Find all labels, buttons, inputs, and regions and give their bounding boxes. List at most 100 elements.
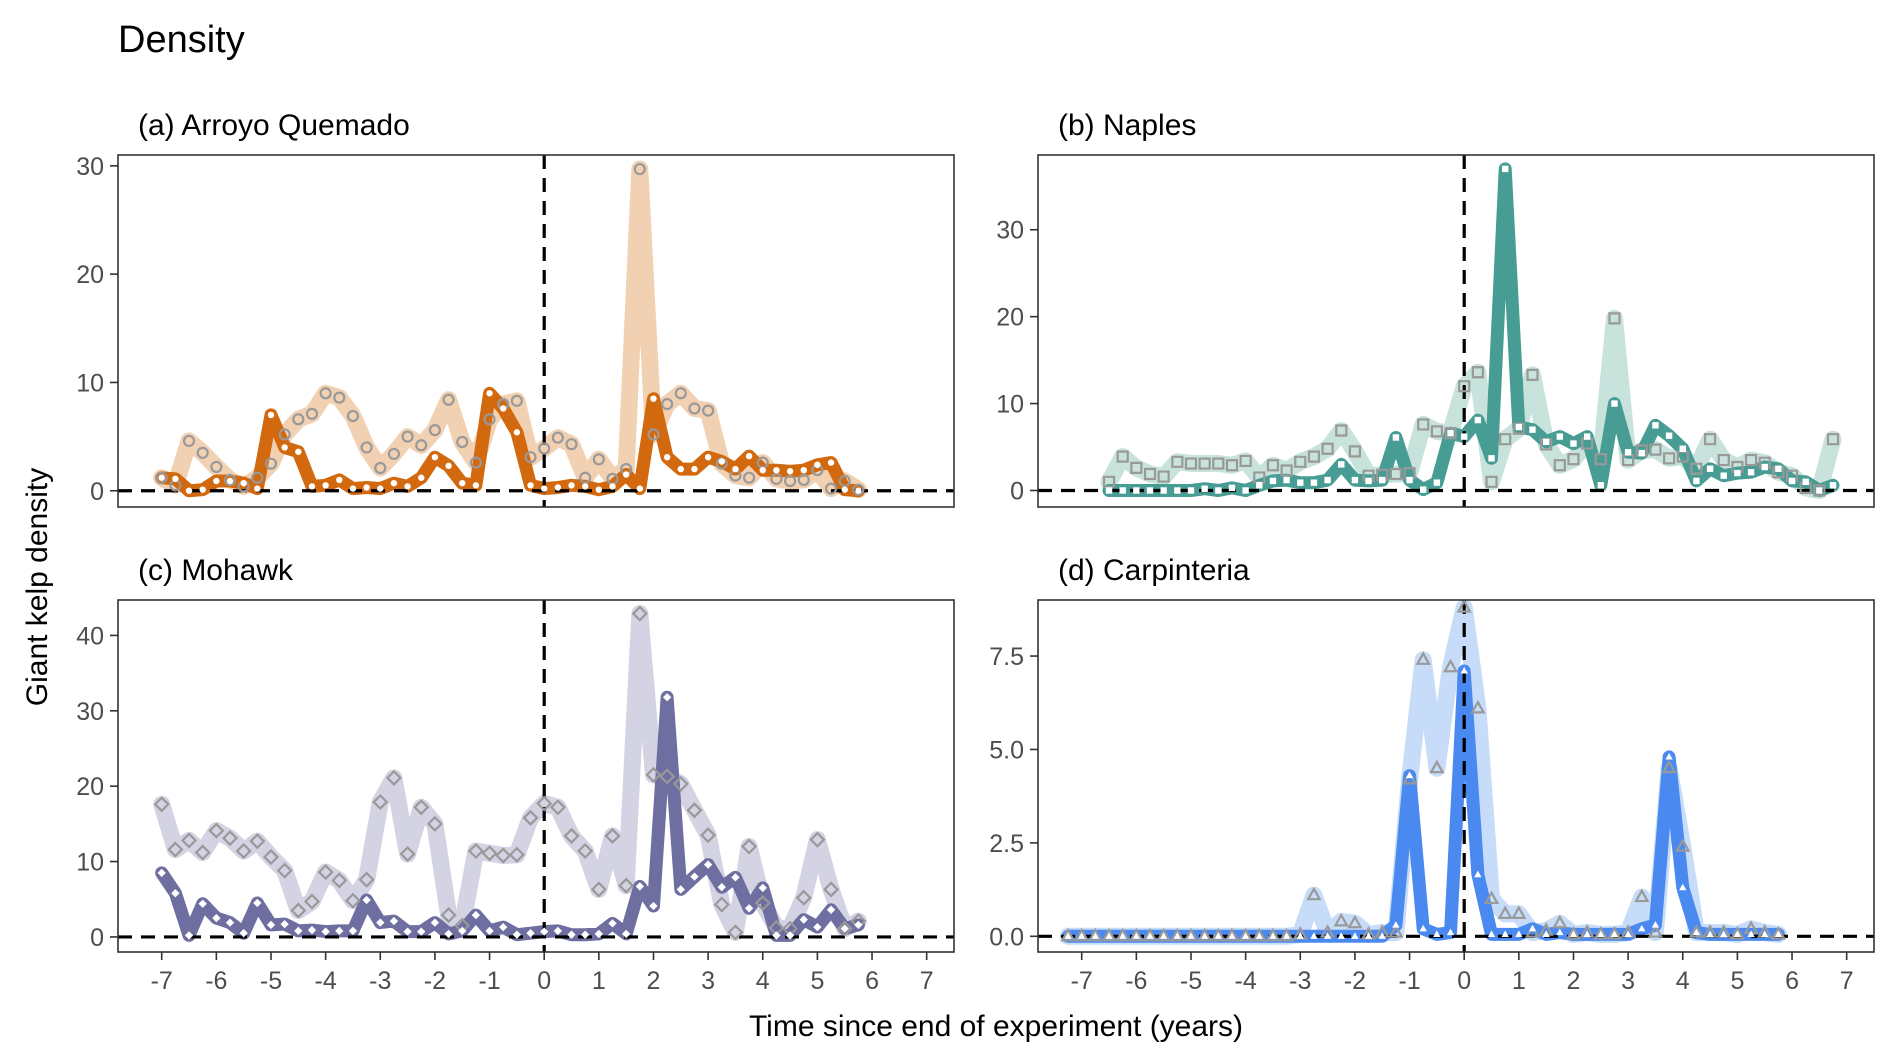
point-removal	[1364, 932, 1373, 939]
point-control	[344, 892, 362, 909]
point-control	[495, 847, 512, 864]
y-tick-label: 30	[76, 153, 104, 181]
point-control	[372, 793, 389, 811]
point-control	[647, 428, 660, 441]
point-removal	[1187, 932, 1195, 939]
point-removal	[1569, 930, 1578, 937]
point-removal	[827, 459, 835, 466]
point-removal	[841, 486, 848, 493]
y-tick-label: 30	[76, 698, 104, 726]
point-control	[1087, 927, 1103, 942]
point-control	[809, 831, 826, 848]
x-tick-label: -7	[151, 967, 173, 995]
point-removal	[377, 485, 384, 492]
point-removal	[308, 483, 316, 490]
point-control	[1389, 467, 1402, 481]
point-control	[1212, 457, 1225, 470]
point-removal	[1215, 487, 1222, 494]
point-control	[510, 394, 523, 407]
point-removal	[1624, 449, 1632, 456]
point-removal	[732, 465, 739, 473]
point-removal	[1159, 932, 1168, 939]
point-removal	[1269, 477, 1277, 485]
point-control	[1388, 924, 1404, 938]
point-removal	[240, 479, 247, 487]
y-tick-label: 20	[996, 304, 1024, 332]
point-control	[1606, 925, 1623, 940]
point-removal	[1378, 932, 1386, 939]
x-tick-label: 0	[537, 967, 551, 995]
point-control	[1594, 453, 1607, 466]
point-removal	[717, 883, 726, 892]
point-control	[836, 920, 853, 937]
point-removal	[813, 922, 822, 932]
point-removal	[855, 487, 862, 494]
point-removal	[1734, 469, 1741, 477]
point-removal	[1487, 930, 1496, 937]
point-removal	[1542, 438, 1550, 446]
point-removal	[1474, 870, 1482, 878]
point-removal	[595, 486, 603, 493]
point-control	[1567, 453, 1580, 466]
point-control	[483, 413, 496, 426]
point-removal	[500, 405, 507, 412]
point-removal	[486, 390, 493, 397]
point-control	[333, 391, 346, 404]
point-control	[577, 842, 594, 860]
point-control	[563, 827, 580, 844]
point-removal	[1446, 928, 1455, 936]
point-control	[1526, 368, 1539, 381]
point-removal	[840, 924, 849, 933]
point-removal	[472, 482, 480, 489]
point-removal	[1693, 477, 1700, 485]
point-removal	[225, 918, 235, 927]
point-control	[221, 830, 239, 847]
point-removal	[403, 927, 412, 936]
point-removal	[800, 466, 807, 474]
point-control	[1635, 444, 1648, 457]
point-control	[1415, 651, 1431, 665]
point-removal	[772, 931, 781, 940]
point-removal	[1706, 465, 1714, 472]
point-removal	[1788, 477, 1796, 485]
point-control	[374, 461, 387, 475]
x-tick-label: 1	[1512, 967, 1526, 995]
point-control	[194, 844, 211, 861]
point-removal	[1337, 932, 1345, 939]
point-removal	[1501, 165, 1509, 173]
point-control	[1524, 924, 1541, 938]
point-removal	[1611, 400, 1618, 407]
point-removal	[1173, 932, 1182, 939]
point-control	[536, 795, 553, 812]
x-axis-title: Time since end of experiment (years)	[749, 1010, 1243, 1043]
point-control	[742, 471, 756, 484]
point-removal	[1747, 469, 1755, 476]
point-control	[1348, 445, 1362, 458]
panel-a: (a) Arroyo Quemado 0 10 20 30	[76, 109, 955, 508]
point-removal	[1774, 930, 1783, 937]
point-control	[579, 471, 592, 484]
point-control	[1060, 927, 1076, 942]
point-control	[631, 605, 648, 622]
panel-border	[1037, 599, 1875, 953]
point-removal	[1501, 930, 1509, 937]
x-tick-label: 4	[1676, 967, 1690, 995]
point-removal	[336, 476, 343, 484]
point-removal	[1433, 479, 1441, 486]
x-tick-label: -3	[369, 967, 391, 995]
point-control	[1785, 469, 1799, 482]
point-control	[481, 845, 498, 862]
point-removal	[1583, 930, 1591, 937]
point-control	[565, 438, 578, 451]
y-tick-label: 2.5	[989, 830, 1024, 858]
point-removal	[267, 411, 275, 419]
x-tick-label: -7	[1071, 967, 1093, 995]
point-control	[741, 838, 758, 855]
point-control	[1499, 433, 1512, 446]
point-control	[196, 446, 209, 459]
point-removal	[691, 465, 698, 473]
point-control	[538, 442, 551, 455]
point-control	[1758, 456, 1771, 469]
point-control	[700, 827, 717, 844]
